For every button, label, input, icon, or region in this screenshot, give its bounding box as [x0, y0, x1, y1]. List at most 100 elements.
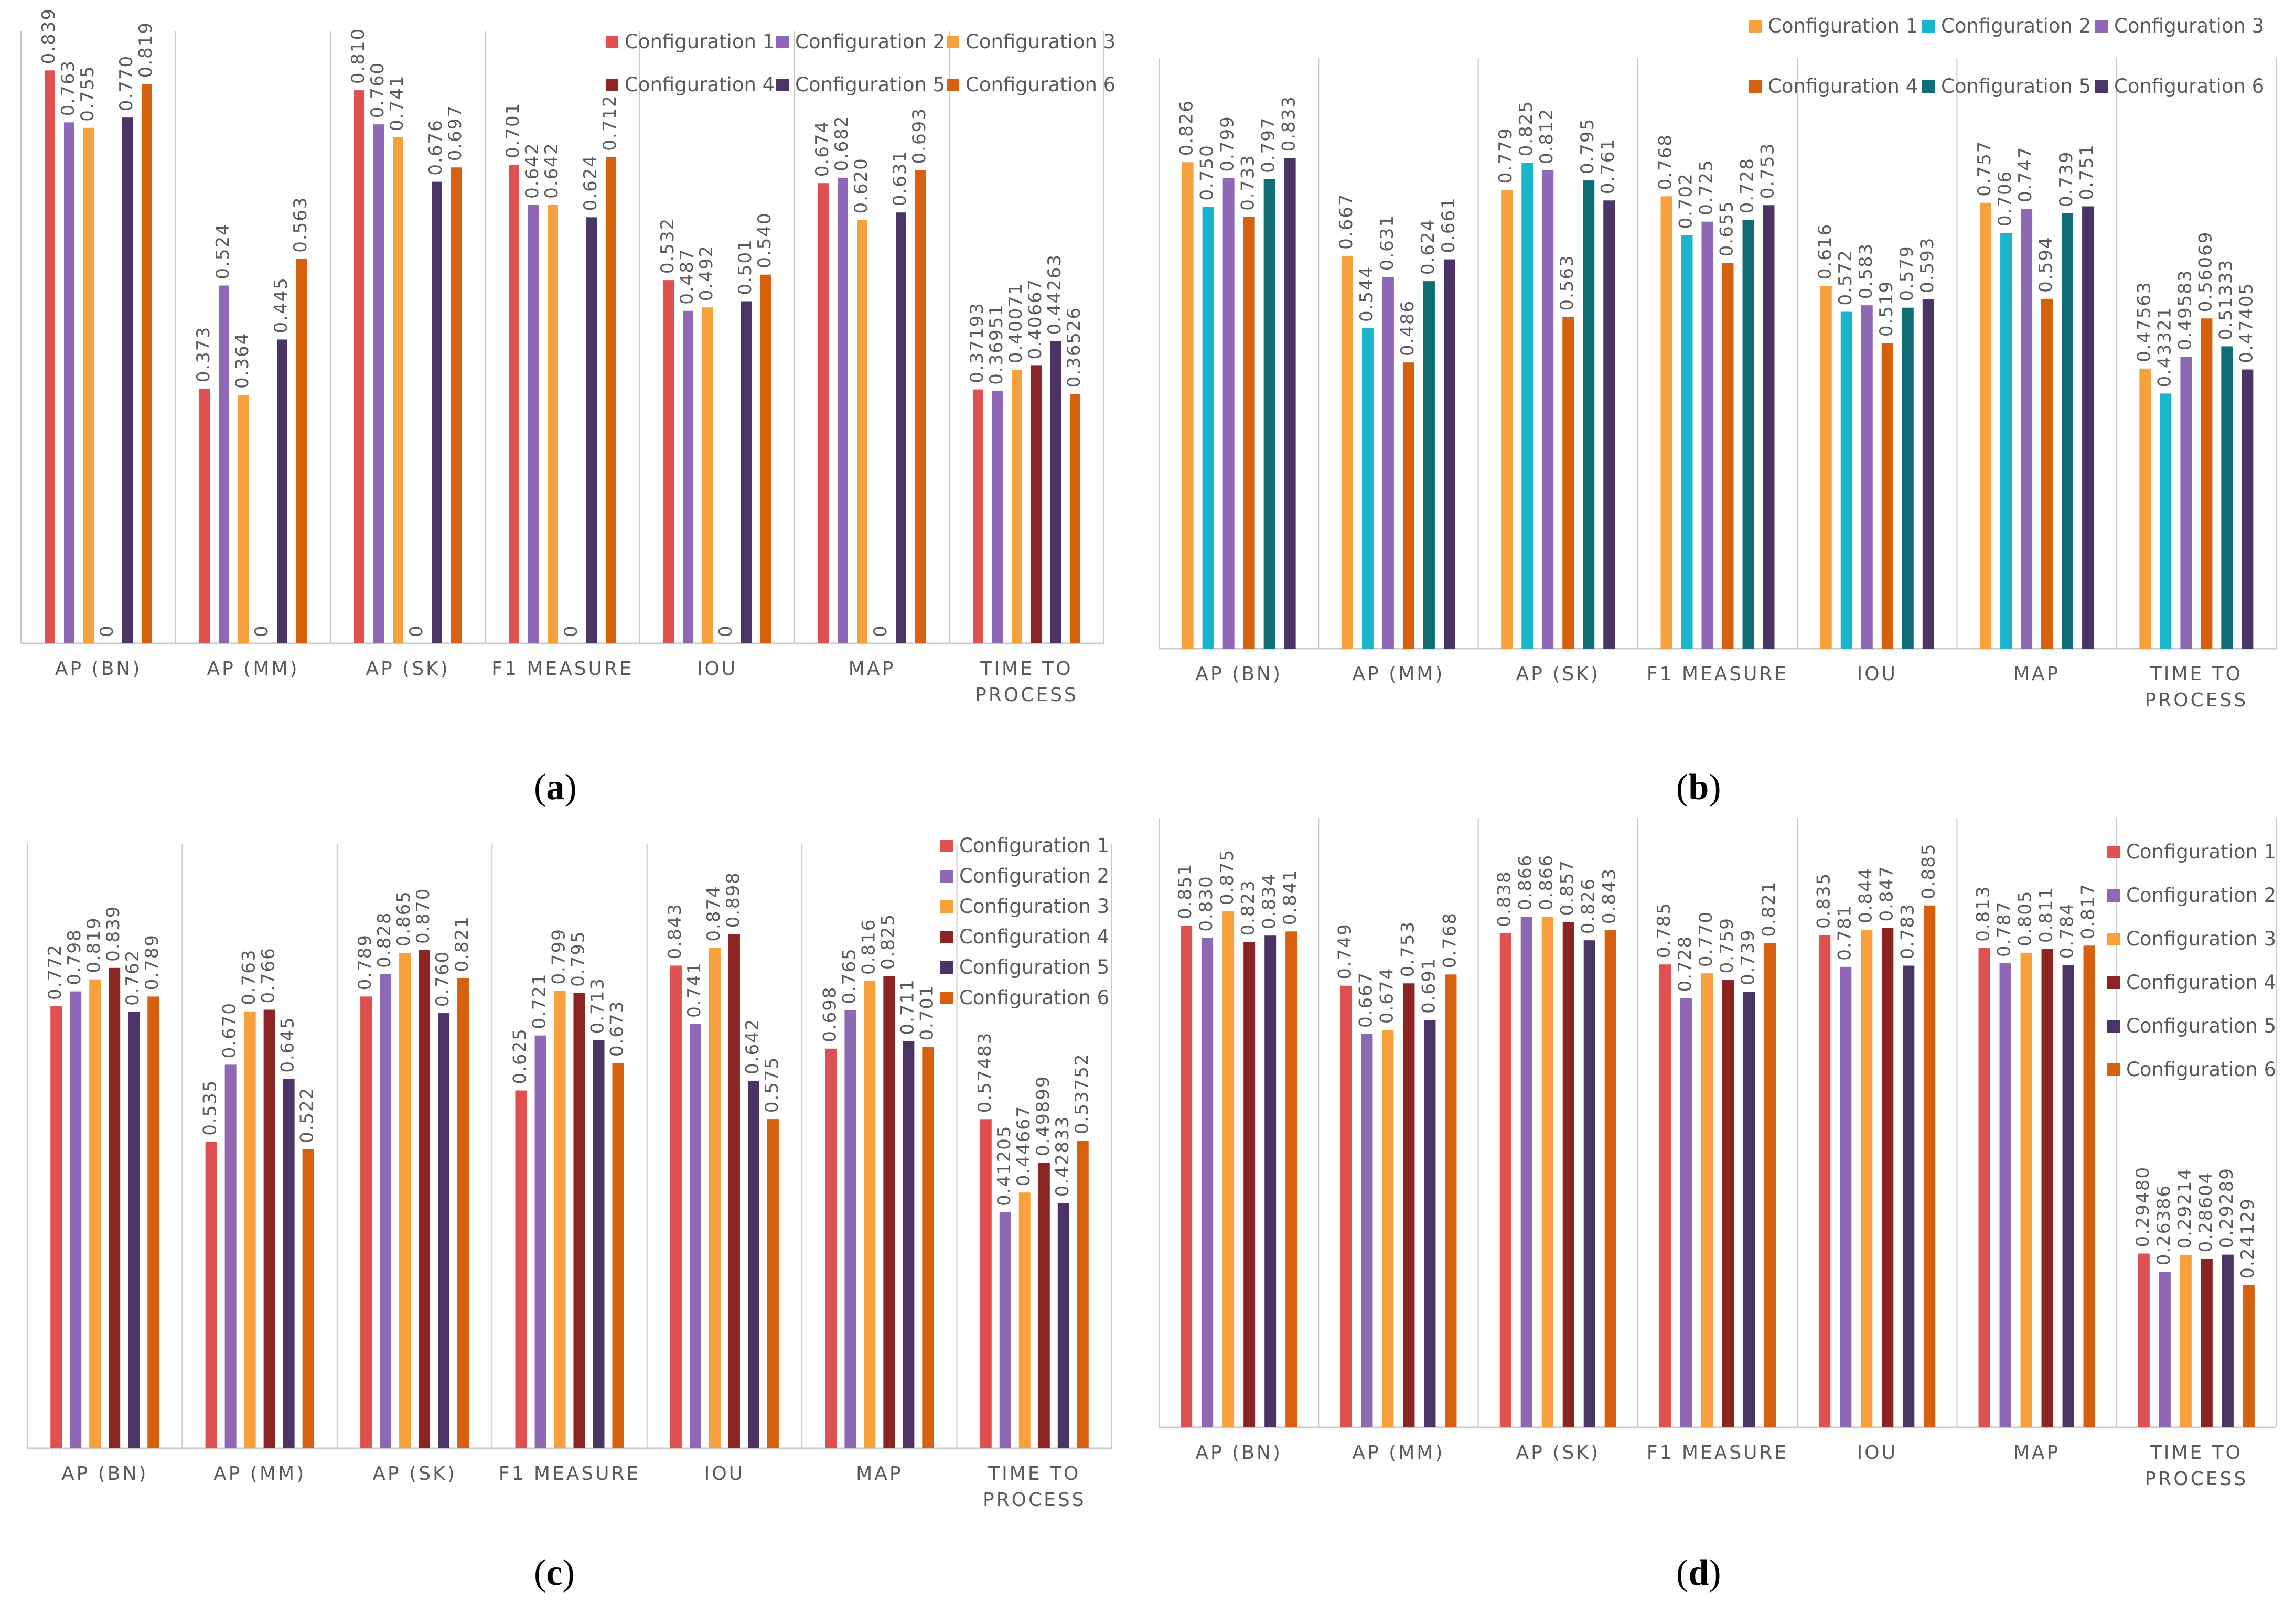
data-label-map-config-5: 0.711 — [897, 978, 918, 1035]
bar-ap-sk-config-1 — [1501, 190, 1513, 649]
bar-f1-measure-config-2 — [528, 205, 539, 643]
data-label-map-config-2: 0.706 — [1994, 170, 2015, 227]
data-label-iou-config-3: 0.874 — [703, 885, 724, 941]
legend-swatch-config-1 — [1749, 20, 1762, 33]
data-label-time-to-process-config-1: 0.47563 — [2133, 281, 2154, 362]
data-label-ap-bn-config-5: 0.797 — [1258, 116, 1279, 173]
data-label-ap-sk-config-2: 0.866 — [1515, 854, 1536, 910]
data-label-iou-config-3: 0.492 — [696, 245, 717, 301]
data-label-time-to-process-config-2: 0.43321 — [2154, 306, 2175, 388]
data-label-map-config-1: 0.674 — [812, 121, 833, 177]
category-label-ap-sk: AP (SK) — [372, 1463, 456, 1485]
bar-ap-sk-config-6 — [1603, 200, 1615, 649]
bar-map-config-1 — [1978, 948, 1990, 1427]
bar-ap-sk-config-4 — [1562, 922, 1574, 1427]
data-label-time-to-process-config-3: 0.44667 — [1013, 1105, 1034, 1187]
bar-f1-measure-config-2 — [1680, 998, 1692, 1427]
legend-label-config-4: Configuration 4 — [959, 926, 1109, 948]
data-label-ap-mm-config-3: 0.631 — [1377, 214, 1398, 271]
bar-time-to-process-config-6 — [2242, 369, 2254, 649]
data-label-ap-mm-config-1: 0.535 — [200, 1079, 221, 1135]
data-label-ap-bn-config-4: 0 — [96, 625, 117, 637]
data-label-time-to-process-config-2: 0.41205 — [994, 1125, 1015, 1206]
data-label-iou-config-4: 0.898 — [723, 872, 744, 928]
data-label-f1-measure-config-1: 0.768 — [1655, 134, 1676, 190]
category-label-ap-mm: AP (MM) — [207, 658, 299, 680]
bar-f1-measure-config-1 — [1659, 964, 1671, 1427]
data-label-time-to-process-config-5: 0.44263 — [1044, 254, 1065, 335]
data-label-time-to-process-config-3: 0.29214 — [2174, 1168, 2195, 1249]
bar-map-config-5 — [2062, 213, 2074, 649]
data-label-ap-mm-config-4: 0 — [251, 625, 272, 637]
data-label-iou-config-6: 0.885 — [1918, 843, 1939, 899]
data-label-iou-config-5: 0.579 — [1896, 245, 1917, 301]
data-label-f1-measure-config-1: 0.625 — [510, 1028, 531, 1084]
legend-label-config-3: Configuration 3 — [959, 895, 1109, 918]
bar-iou-config-2 — [1840, 311, 1852, 649]
data-label-f1-measure-config-4: 0.795 — [568, 931, 589, 987]
data-label-ap-bn-config-6: 0.841 — [1280, 869, 1301, 925]
bar-map-config-6 — [922, 1047, 934, 1448]
data-label-ap-mm-config-3: 0.364 — [232, 332, 253, 389]
data-label-ap-sk-config-3: 0.865 — [393, 890, 414, 947]
data-label-iou-config-3: 0.844 — [1855, 867, 1876, 923]
data-label-iou-config-1: 0.843 — [664, 903, 685, 959]
bar-iou-config-3 — [709, 948, 721, 1448]
category-label-ap-bn: AP (BN) — [1195, 663, 1282, 685]
legend-label-config-1: Configuration 1 — [625, 30, 775, 53]
bar-time-to-process-config-4 — [2201, 1259, 2213, 1427]
bar-map-config-3 — [2020, 952, 2032, 1427]
bar-map-config-2 — [844, 1010, 856, 1448]
data-label-map-config-6: 0.751 — [2076, 144, 2097, 200]
legend-swatch-config-1 — [606, 36, 618, 48]
bar-time-to-process-config-2 — [2160, 393, 2172, 649]
legend-swatch-config-4 — [1749, 80, 1762, 93]
data-label-ap-bn-config-1: 0.839 — [38, 8, 59, 64]
data-label-map-config-2: 0.787 — [1994, 901, 2015, 957]
bar-ap-bn-config-6 — [147, 996, 159, 1448]
bar-time-to-process-config-6 — [1077, 1141, 1089, 1448]
legend-label-config-4: Configuration 4 — [625, 73, 775, 96]
data-label-iou-config-1: 0.835 — [1813, 873, 1834, 929]
data-label-ap-mm-config-6: 0.563 — [290, 196, 311, 252]
data-label-ap-bn-config-6: 0.789 — [142, 934, 163, 990]
bar-ap-sk-config-4 — [419, 950, 431, 1448]
data-label-map-config-4: 0 — [870, 625, 891, 637]
data-label-time-to-process-config-3: 0.49583 — [2174, 269, 2195, 350]
data-label-ap-mm-config-3: 0.763 — [239, 949, 260, 1005]
bar-time-to-process-config-2 — [992, 391, 1003, 643]
data-label-ap-bn-config-3: 0.819 — [83, 917, 104, 973]
bar-ap-mm-config-6 — [302, 1149, 314, 1448]
data-label-ap-mm-config-3: 0.674 — [1376, 967, 1397, 1024]
data-label-ap-mm-config-5: 0.645 — [277, 1016, 298, 1072]
bar-iou-config-4 — [728, 934, 740, 1448]
bar-time-to-process-config-1 — [2139, 368, 2151, 649]
legend-swatch-config-2 — [2107, 889, 2120, 902]
data-label-ap-sk-config-4: 0.857 — [1557, 859, 1578, 916]
data-label-time-to-process-config-6: 0.36526 — [1064, 307, 1085, 388]
bar-time-to-process-config-1 — [973, 389, 983, 643]
data-label-map-config-3: 0.805 — [2015, 890, 2036, 946]
data-label-f1-measure-config-1: 0.701 — [502, 102, 523, 158]
data-label-map-config-2: 0.765 — [839, 948, 860, 1004]
category-label-f1-measure: F1 MEASURE — [499, 1463, 640, 1485]
data-label-ap-mm-config-1: 0.667 — [1336, 193, 1357, 250]
data-label-time-to-process-config-6: 0.47405 — [2236, 282, 2257, 363]
category-label-time-to-process-line-2: PROCESS — [983, 1489, 1086, 1511]
data-label-time-to-process-config-2: 0.36951 — [986, 304, 1007, 385]
category-label-ap-sk: AP (SK) — [366, 658, 449, 680]
data-label-map-config-5: 0.739 — [2056, 151, 2077, 207]
legend-swatch-config-5 — [776, 79, 789, 91]
data-label-ap-bn-config-5: 0.834 — [1259, 873, 1280, 929]
panel-caption-c: (c) — [534, 1553, 575, 1593]
data-label-f1-measure-config-2: 0.721 — [529, 973, 550, 1029]
legend-label-config-3: Configuration 3 — [2126, 928, 2276, 950]
bar-ap-bn-config-5 — [128, 1012, 140, 1448]
data-label-ap-mm-config-4: 0.753 — [1397, 921, 1418, 977]
bar-map-config-3 — [2021, 209, 2033, 649]
data-label-f1-measure-config-6: 0.753 — [1757, 143, 1778, 199]
data-label-f1-measure-config-6: 0.712 — [599, 94, 620, 150]
data-label-iou-config-1: 0.532 — [657, 218, 678, 274]
